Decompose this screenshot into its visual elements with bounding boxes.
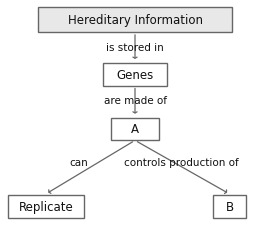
- FancyBboxPatch shape: [103, 64, 167, 86]
- Text: is stored in: is stored in: [106, 43, 164, 53]
- Text: A: A: [131, 123, 139, 136]
- FancyBboxPatch shape: [38, 8, 232, 33]
- Text: controls production of: controls production of: [124, 157, 238, 167]
- Text: Replicate: Replicate: [19, 200, 73, 213]
- FancyBboxPatch shape: [213, 195, 246, 218]
- Text: Hereditary Information: Hereditary Information: [68, 14, 202, 27]
- Text: are made of: are made of: [103, 96, 167, 106]
- Text: can: can: [69, 157, 88, 167]
- Text: Genes: Genes: [116, 68, 154, 81]
- Text: B: B: [225, 200, 234, 213]
- FancyBboxPatch shape: [8, 195, 84, 218]
- FancyBboxPatch shape: [111, 118, 159, 141]
